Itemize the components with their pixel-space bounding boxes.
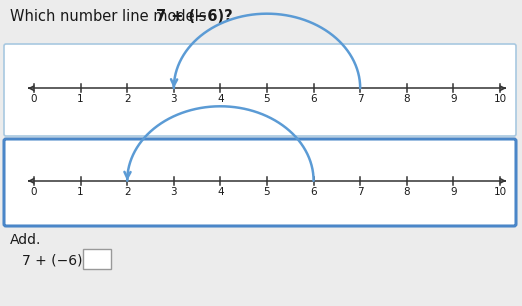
FancyBboxPatch shape: [4, 44, 516, 136]
FancyBboxPatch shape: [82, 249, 111, 269]
Text: 0: 0: [31, 187, 37, 197]
Text: 3: 3: [171, 94, 177, 104]
Text: Add.: Add.: [10, 233, 41, 247]
Text: 7 + (−6) =: 7 + (−6) =: [22, 254, 103, 268]
Text: 4: 4: [217, 187, 224, 197]
Text: 5: 5: [264, 94, 270, 104]
Text: 7: 7: [357, 94, 363, 104]
Text: 1: 1: [77, 187, 84, 197]
Text: 6: 6: [310, 94, 317, 104]
Text: 6: 6: [310, 187, 317, 197]
Text: 9: 9: [450, 94, 457, 104]
Text: 4: 4: [217, 94, 224, 104]
Text: 1: 1: [77, 94, 84, 104]
FancyBboxPatch shape: [4, 139, 516, 226]
Text: 8: 8: [404, 187, 410, 197]
Text: 8: 8: [404, 94, 410, 104]
Text: 9: 9: [450, 187, 457, 197]
Text: 2: 2: [124, 187, 130, 197]
Text: Which number line models: Which number line models: [10, 9, 211, 24]
Text: 2: 2: [124, 94, 130, 104]
Text: 0: 0: [31, 94, 37, 104]
Text: 10: 10: [493, 187, 506, 197]
Text: 10: 10: [493, 94, 506, 104]
Text: 3: 3: [171, 187, 177, 197]
Text: 7 + (−6)?: 7 + (−6)?: [156, 9, 233, 24]
Text: 7: 7: [357, 187, 363, 197]
Text: 5: 5: [264, 187, 270, 197]
